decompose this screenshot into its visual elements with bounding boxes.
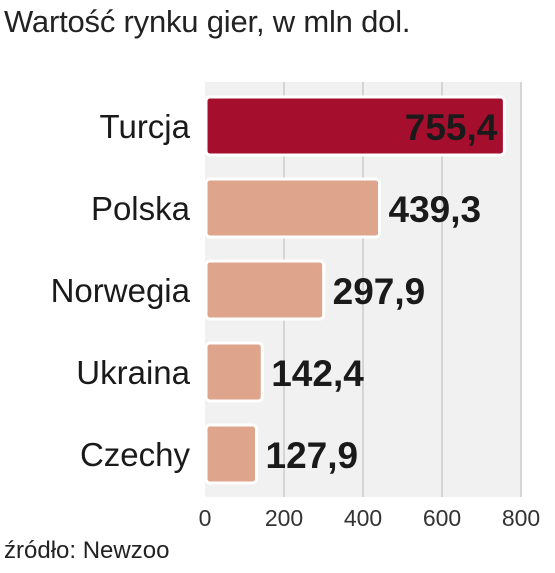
bar bbox=[204, 177, 382, 239]
bar bbox=[204, 423, 259, 485]
bars bbox=[204, 95, 506, 485]
x-tick-label: 0 bbox=[199, 505, 212, 531]
category-label: Turcja bbox=[100, 108, 191, 145]
bar bbox=[204, 95, 506, 157]
source-note: źródło: Newzoo bbox=[4, 537, 170, 564]
chart-title: Wartość rynku gier, w mln dol. bbox=[4, 4, 411, 39]
value-label: 439,3 bbox=[389, 189, 482, 230]
category-label: Ukraina bbox=[76, 354, 190, 391]
category-labels: Turcja Polska Norwegia Ukraina Czechy bbox=[51, 108, 191, 473]
bar bbox=[204, 259, 326, 321]
bar bbox=[204, 341, 264, 403]
category-label: Czechy bbox=[80, 436, 191, 473]
value-label: 297,9 bbox=[333, 271, 426, 312]
x-tick-labels: 0 200 400 600 800 bbox=[199, 505, 541, 531]
x-tick-label: 200 bbox=[265, 505, 303, 531]
x-tick-label: 400 bbox=[344, 505, 382, 531]
value-label: 142,4 bbox=[271, 353, 364, 394]
value-label: 127,9 bbox=[266, 435, 359, 476]
x-tick-label: 800 bbox=[502, 505, 540, 531]
category-label: Polska bbox=[91, 190, 191, 227]
value-labels: 755,4 439,3 297,9 142,4 127,9 bbox=[266, 107, 498, 476]
x-tick-label: 600 bbox=[423, 505, 461, 531]
category-label: Norwegia bbox=[51, 272, 191, 309]
value-label: 755,4 bbox=[405, 107, 498, 148]
